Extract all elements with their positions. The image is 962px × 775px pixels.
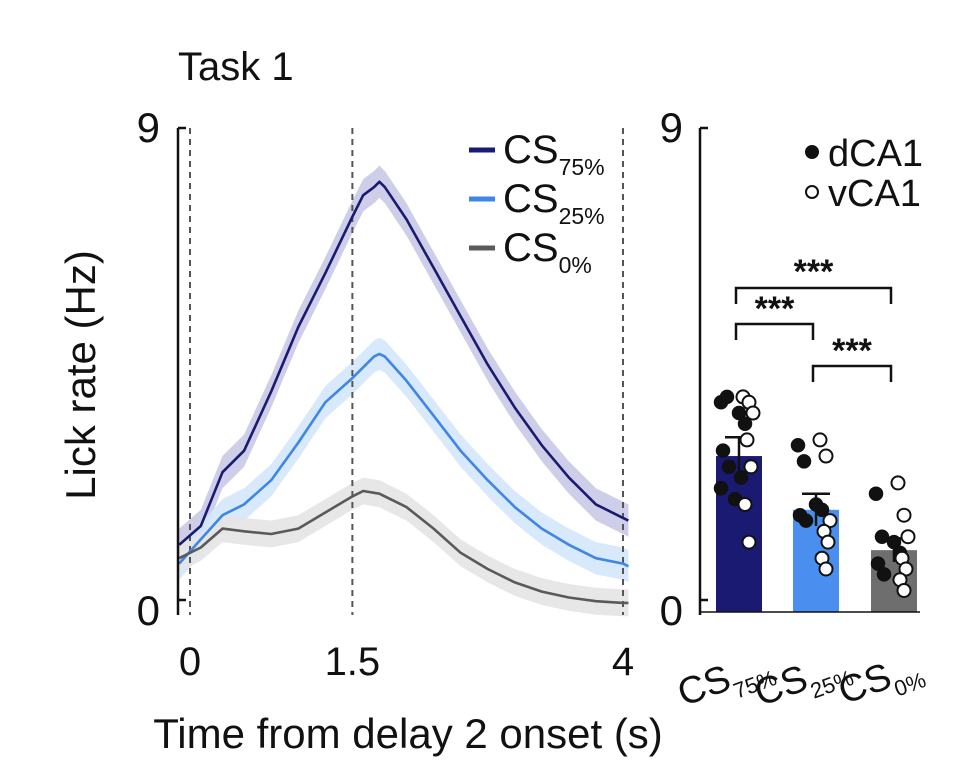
y-ticks: 09	[137, 104, 186, 634]
vCA1-point	[745, 405, 761, 421]
significance-stars: ***	[794, 253, 834, 291]
vCA1-point	[818, 561, 834, 577]
vCA1-point	[890, 475, 906, 491]
y-tick-label: 9	[660, 104, 683, 151]
legend-label: CS25%	[503, 177, 605, 229]
dCA1-point	[814, 502, 830, 518]
dCA1-point	[796, 454, 812, 469]
sem-bands	[179, 165, 629, 617]
vCA1-point	[739, 432, 755, 448]
vCA1-point	[812, 432, 828, 448]
legend-label: vCA1	[828, 173, 921, 215]
dCA1-point	[876, 567, 892, 582]
significance-bracket	[811, 364, 893, 382]
dCA1-point	[798, 513, 814, 528]
dCA1-point	[719, 389, 735, 405]
legend-label: CS75%	[503, 128, 605, 180]
significance-bracket	[734, 322, 815, 340]
series-line-0pct	[178, 489, 629, 605]
data-points	[713, 389, 916, 598]
x-tick-label: 1.5	[325, 640, 381, 684]
x-tick-labels: CS75%CS25%CS0%	[672, 645, 929, 720]
line-chart-panel: Task 1 Lick rate (Hz) Time from delay 2 …	[57, 45, 663, 757]
x-tick-label: 0	[179, 640, 201, 684]
series-line-75pct	[178, 180, 629, 546]
significance-stars: ***	[755, 290, 795, 328]
x-axis-label: Time from delay 2 onset (s)	[153, 710, 663, 757]
legend-marker-dCA1	[805, 145, 819, 159]
vCA1-point	[896, 582, 912, 598]
dCA1-point	[886, 534, 902, 550]
x-ticks: 0 1.5 4	[179, 640, 634, 684]
dCA1-point	[721, 459, 737, 475]
y-ticks: 09	[660, 104, 708, 634]
dCA1-point	[737, 416, 753, 432]
dCA1-point	[868, 486, 884, 501]
legend: CS75%CS25%CS0%	[469, 128, 605, 278]
dCA1-point	[713, 481, 729, 496]
dCA1-point	[790, 438, 806, 453]
sem-band-25pct	[179, 337, 629, 583]
vCA1-point	[900, 529, 916, 545]
vCA1-point	[743, 459, 759, 475]
y-tick-label: 9	[137, 104, 160, 151]
significance-bracket	[734, 286, 893, 304]
x-tick-label: CS0%	[833, 645, 929, 720]
y-tick-label: 0	[660, 587, 683, 634]
vCA1-point	[741, 534, 757, 550]
vCA1-point	[818, 448, 834, 464]
vCA1-point	[820, 534, 836, 550]
significance-brackets: *********	[734, 253, 893, 382]
significance-stars: ***	[832, 332, 872, 370]
legend-label: dCA1	[828, 133, 923, 175]
reference-lines	[189, 128, 624, 615]
vCA1-point	[737, 496, 753, 512]
series-line-25pct	[178, 352, 629, 568]
y-axis-label: Lick rate (Hz)	[57, 250, 104, 500]
chart-title: Task 1	[178, 45, 294, 89]
legend-marker-vCA1	[805, 185, 819, 199]
vCA1-point	[896, 507, 912, 523]
x-tick-label: 4	[612, 640, 634, 684]
dCA1-point	[870, 556, 886, 571]
legend-label: CS0%	[503, 226, 592, 278]
dCA1-point	[874, 529, 890, 544]
dCA1-point	[715, 443, 731, 458]
series-lines	[178, 180, 629, 605]
dCA1-point	[733, 470, 749, 485]
y-tick-label: 0	[137, 587, 160, 634]
